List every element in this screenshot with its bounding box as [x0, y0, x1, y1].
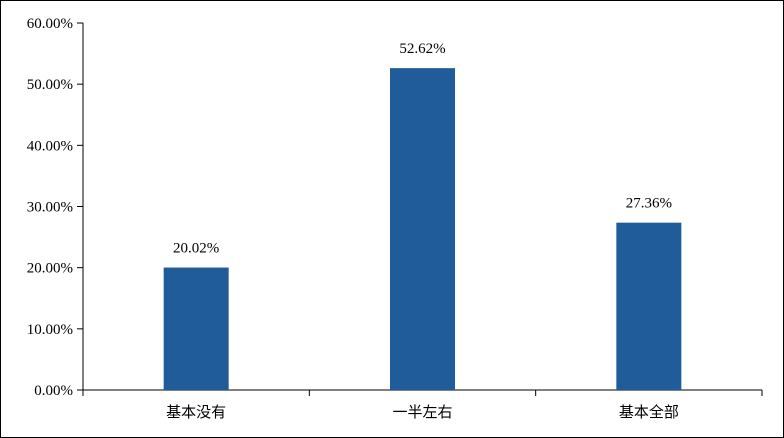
y-axis: 0.00% 10.00% 20.00% 30.00% 40.00% 50.00% 60.00…	[27, 16, 84, 399]
data-label: 52.62%	[399, 41, 445, 57]
x-tick-label: 一半左右	[392, 403, 452, 421]
y-tick-label: 40.00%	[27, 138, 73, 154]
y-tick-label: 50.00%	[27, 77, 73, 93]
data-labels: 20.02% 52.62% 27.36%	[173, 41, 672, 256]
data-label: 27.36%	[626, 196, 672, 212]
y-tick-label: 20.00%	[27, 261, 73, 277]
bars	[163, 68, 682, 391]
y-tick-label: 30.00%	[27, 200, 73, 216]
bar	[390, 68, 455, 391]
x-tick-label: 基本没有	[166, 403, 226, 421]
y-tick-label: 10.00%	[27, 322, 73, 338]
data-label: 20.02%	[173, 241, 219, 257]
x-axis: 基本没有 一半左右 基本全部	[82, 389, 763, 421]
x-tick-label: 基本全部	[619, 403, 679, 421]
bar	[163, 267, 229, 390]
y-tick-label: 0.00%	[34, 383, 73, 399]
bar	[616, 222, 682, 390]
y-tick-label: 60.00%	[27, 16, 73, 32]
